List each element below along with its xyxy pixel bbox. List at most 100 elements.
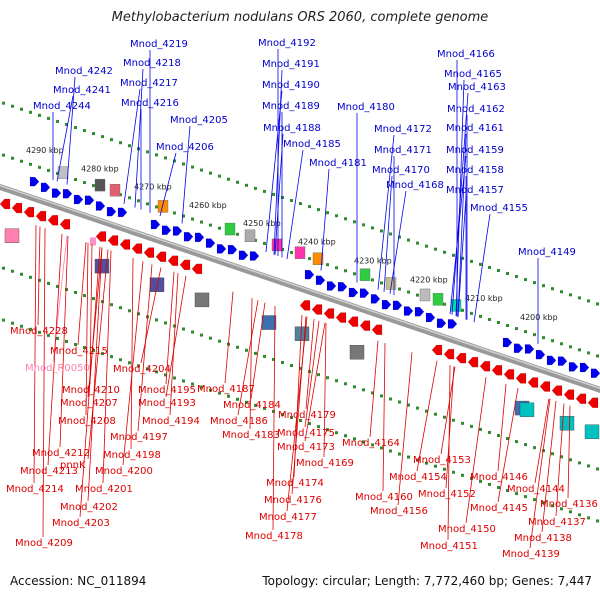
top-gene-label: Mnod_4192 — [258, 38, 316, 49]
scale-dot — [416, 406, 419, 410]
scale-dot — [119, 193, 122, 197]
scale-dot — [110, 355, 113, 359]
scale-dot — [101, 135, 104, 139]
top-gene-label: Mnod_4159 — [446, 145, 504, 156]
scale-dot — [74, 343, 77, 347]
scale-dot — [560, 342, 563, 346]
scale-dot — [56, 119, 59, 123]
top-gene-label: Mnod_4166 — [437, 49, 495, 60]
leader-line — [320, 168, 330, 271]
scale-dot — [119, 358, 122, 362]
kbp-scale-labels: 4290 kbp 4280 kbp 4270 kbp 4260 kbp 4250 kbp… — [26, 146, 558, 322]
leader-line — [323, 323, 327, 458]
forward-gene-arrow — [370, 294, 381, 304]
scale-dot — [371, 443, 374, 447]
reverse-gene-arrow — [59, 219, 71, 230]
scale-dot — [200, 333, 203, 337]
feature-block — [94, 178, 106, 192]
scale-dot — [470, 476, 473, 480]
leader-line — [389, 190, 407, 294]
scale-dot — [11, 321, 14, 325]
leader-line — [33, 225, 37, 484]
reverse-gene-arrow — [23, 206, 35, 218]
forward-gene-arrow — [249, 251, 260, 261]
scale-dot — [416, 293, 419, 297]
scale-dot — [2, 266, 5, 270]
leader-line — [497, 388, 519, 503]
scale-dot — [479, 479, 482, 483]
scale-dot — [506, 272, 509, 276]
reverse-gene-arrow — [443, 348, 455, 360]
scale-dot — [173, 211, 176, 215]
scale-dot — [362, 440, 365, 444]
scale-dot — [407, 455, 410, 459]
scale-dot — [443, 250, 446, 254]
scale-dot — [506, 489, 509, 493]
genome-backbone — [0, 183, 600, 393]
scale-dot — [236, 232, 239, 236]
scale-dot — [551, 452, 554, 456]
scale-dot — [272, 192, 275, 196]
bottom-gene-label: Mnod_4138 — [514, 533, 572, 544]
leader-line — [59, 235, 69, 448]
forward-gene-arrow — [29, 176, 40, 187]
scale-dot — [461, 256, 464, 260]
leader-line — [165, 271, 175, 385]
forward-gene-arrow — [326, 281, 337, 291]
scale-dot — [362, 223, 365, 227]
scale-dot — [389, 449, 392, 453]
kbp-label: 4210 kbp — [465, 294, 503, 303]
bottom-gene-label: Mnod_4160 — [355, 492, 413, 503]
forward-gene-arrow — [447, 319, 458, 329]
scale-dot — [353, 220, 356, 224]
scale-dot — [173, 376, 176, 380]
leader-line — [369, 340, 379, 438]
scale-dot — [236, 345, 239, 349]
scale-dot — [74, 291, 77, 295]
kbp-label: 4240 kbp — [298, 238, 336, 247]
top-gene-label: Mnod_4181 — [309, 158, 367, 169]
scale-dot — [182, 379, 185, 383]
forward-gene-arrow — [95, 201, 106, 211]
reverse-gene-arrow — [107, 235, 119, 246]
forward-gene-arrow — [425, 312, 436, 323]
reverse-gene-arrow — [491, 365, 503, 376]
leader-line — [79, 246, 101, 518]
scale-dot — [29, 110, 32, 114]
forward-gene-arrow — [392, 300, 403, 311]
scale-dot — [11, 269, 14, 273]
reverse-gene-arrow — [95, 231, 107, 242]
reverse-gene-arrow — [143, 247, 155, 258]
scale-dot — [497, 433, 500, 437]
feature-block — [244, 229, 256, 243]
leader-line — [42, 228, 46, 538]
feature-block — [359, 268, 371, 281]
backbone-line — [0, 183, 600, 393]
bottom-gene-label: Mnod_4212 — [32, 448, 90, 459]
scale-dot — [596, 354, 599, 358]
scale-dot — [317, 373, 320, 377]
forward-gene-arrow — [62, 189, 73, 199]
bottom-gene-label: pnnK — [60, 460, 86, 471]
scale-dot — [443, 302, 446, 306]
scale-dot — [146, 367, 149, 371]
forward-gene-arrow — [51, 188, 62, 198]
feature-block — [419, 288, 431, 302]
top-gene-label: Mnod_4218 — [123, 58, 181, 69]
scale-dot — [263, 354, 266, 358]
scale-dot — [389, 397, 392, 401]
scale-dot — [542, 284, 545, 288]
scale-dot — [524, 443, 527, 447]
forward-gene-arrow — [106, 206, 117, 217]
scale-dot — [191, 217, 194, 221]
scale-dot — [587, 516, 590, 520]
scale-dot — [155, 370, 158, 374]
scale-dot — [371, 391, 374, 395]
leader-line — [77, 242, 87, 346]
reverse-gene-arrow — [311, 304, 323, 315]
leader-line — [465, 377, 487, 524]
leader-line — [47, 233, 63, 466]
scale-dot — [65, 339, 68, 343]
reverse-gene-arrow — [335, 312, 347, 323]
